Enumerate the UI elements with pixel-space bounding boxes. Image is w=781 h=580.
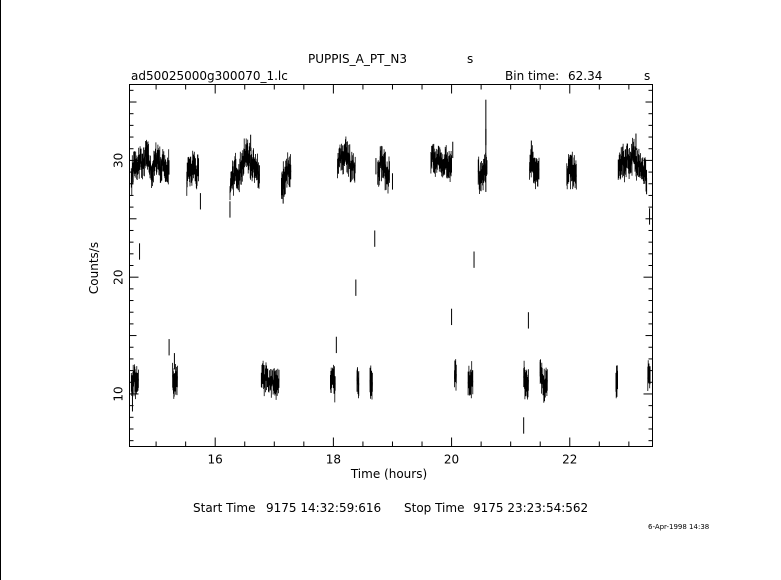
light-curve-segment — [172, 362, 178, 399]
light-curve-segment — [260, 360, 280, 400]
segment-error-bars — [260, 360, 280, 400]
plot-date-stamp: 6-Apr-1998 14:38 — [648, 523, 710, 531]
segment-error-bars — [377, 145, 390, 194]
stop-time-label: Stop Time — [404, 501, 465, 515]
bin-time-value: 62.34 — [568, 69, 603, 83]
light-curve-segment — [566, 151, 577, 190]
segment-error-bars — [130, 364, 139, 400]
light-curve-segment — [615, 365, 618, 399]
segment-error-bars — [356, 367, 360, 399]
segment-error-bars — [130, 139, 170, 196]
x-tick-label: 20 — [444, 453, 459, 467]
axis-ticks — [129, 84, 653, 447]
segment-error-bars — [647, 360, 651, 391]
light-curve-segment — [647, 360, 651, 391]
segment-error-bars — [430, 143, 452, 182]
light-curve-segment — [337, 136, 356, 183]
x-axis-label: Time (hours) — [350, 467, 427, 481]
chart-title-object: PUPPIS_A_PT_N3 — [308, 52, 408, 66]
segment-error-bars — [615, 365, 618, 399]
segment-error-bars — [186, 150, 199, 196]
light-curve-segment — [529, 145, 540, 190]
segment-error-bars — [369, 365, 373, 400]
x-tick-label: 16 — [208, 453, 223, 467]
light-curve-segment — [617, 137, 647, 192]
light-curve-segment — [454, 359, 457, 391]
light-curve-segment — [130, 364, 139, 400]
segment-error-bars — [523, 360, 529, 400]
start-time-label: Start Time — [193, 501, 256, 515]
chart-title-unit: s — [467, 52, 474, 66]
bin-time-label: Bin time: — [505, 69, 560, 83]
plot-frame — [129, 84, 653, 447]
light-curve-segment — [430, 143, 452, 182]
light-curve-segment — [186, 150, 199, 196]
light-curve-segment — [229, 138, 260, 201]
start-time-value: 9175 14:32:59:616 — [266, 501, 382, 515]
segment-error-bars — [566, 151, 577, 190]
tick-labels: 16 18 20 22 10 20 30 — [112, 153, 578, 467]
segment-error-bars — [330, 364, 336, 403]
data-points — [131, 99, 651, 434]
y-tick-label: 10 — [112, 386, 126, 401]
light-curve-segment — [539, 359, 548, 403]
data-traces — [130, 136, 651, 403]
y-tick-label: 30 — [112, 153, 126, 168]
file-name-label: ad50025000g300070_1.lc — [131, 69, 288, 83]
stop-time-value: 9175 23:23:54:562 — [473, 501, 589, 515]
light-curve-segment — [377, 145, 390, 194]
x-tick-label: 18 — [326, 453, 341, 467]
y-tick-label: 20 — [112, 270, 126, 285]
light-curve-segment — [523, 360, 529, 400]
segment-error-bars — [539, 359, 548, 403]
window-left-border — [0, 0, 1, 580]
light-curve-segment — [467, 361, 474, 399]
segment-error-bars — [617, 137, 647, 192]
segment-error-bars — [229, 138, 260, 201]
segment-error-bars — [337, 136, 356, 183]
segment-error-bars — [467, 361, 474, 399]
x-tick-label: 22 — [562, 453, 577, 467]
light-curve-segment — [130, 139, 170, 196]
segment-error-bars — [281, 152, 292, 199]
segment-error-bars — [529, 145, 540, 190]
bin-time-unit: s — [644, 69, 651, 83]
segment-error-bars — [172, 362, 178, 399]
segment-error-bars — [454, 359, 457, 391]
light-curve-segment — [330, 364, 336, 403]
light-curve-segment — [356, 367, 360, 399]
y-axis-label: Counts/s — [87, 242, 101, 294]
light-curve-segment — [369, 365, 373, 400]
light-curve-segment — [281, 152, 292, 199]
